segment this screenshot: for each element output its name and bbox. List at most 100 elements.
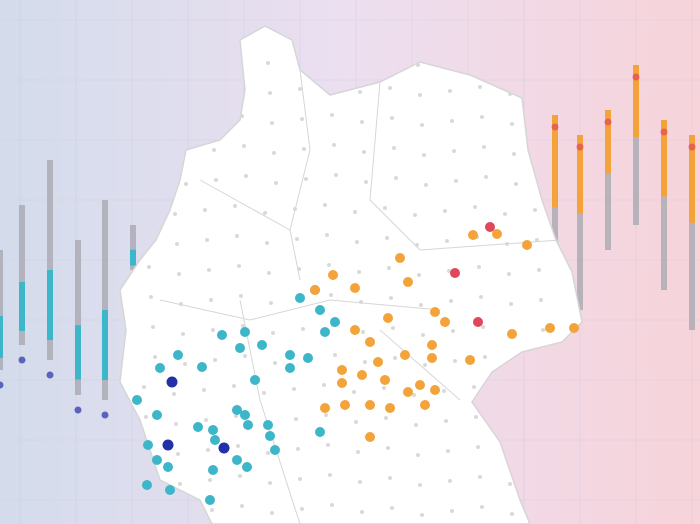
bar-point bbox=[74, 406, 82, 414]
neutral-point bbox=[418, 93, 422, 97]
teal-point bbox=[285, 350, 295, 360]
state-border bbox=[159, 299, 441, 321]
teal-point bbox=[257, 340, 267, 350]
neutral-point bbox=[296, 447, 300, 451]
neutral-point bbox=[330, 113, 334, 117]
bar-accent bbox=[75, 325, 81, 380]
neutral-point bbox=[514, 182, 518, 186]
neutral-point bbox=[272, 151, 276, 155]
neutral-point bbox=[393, 356, 397, 360]
neutral-point bbox=[417, 273, 421, 277]
neutral-point bbox=[394, 176, 398, 180]
bar-accent bbox=[689, 135, 695, 223]
teal-point bbox=[303, 353, 313, 363]
teal-point bbox=[217, 330, 227, 340]
bar-accent bbox=[552, 115, 558, 208]
neutral-point bbox=[183, 362, 187, 366]
neutral-point bbox=[474, 415, 478, 419]
teal-point bbox=[205, 495, 215, 505]
teal-point bbox=[208, 425, 218, 435]
neutral-point bbox=[238, 474, 242, 478]
bar-accent bbox=[102, 310, 108, 380]
teal-point bbox=[295, 293, 305, 303]
neutral-point bbox=[273, 361, 277, 365]
teal-point bbox=[263, 420, 273, 430]
neutral-point bbox=[413, 213, 417, 217]
bar-base bbox=[102, 200, 108, 400]
bar-base bbox=[633, 65, 639, 225]
germany-outline bbox=[119, 25, 583, 524]
orange-point bbox=[385, 403, 395, 413]
neutral-point bbox=[386, 446, 390, 450]
orange-point bbox=[440, 317, 450, 327]
orange-point bbox=[415, 380, 425, 390]
bar-point bbox=[632, 73, 640, 81]
bar-accent bbox=[661, 120, 667, 197]
neutral-point bbox=[302, 147, 306, 151]
neutral-point bbox=[392, 146, 396, 150]
neutral-point bbox=[450, 119, 454, 123]
neutral-point bbox=[328, 473, 332, 477]
neutral-point bbox=[509, 302, 513, 306]
neutral-point bbox=[541, 328, 545, 332]
neutral-point bbox=[445, 239, 449, 243]
neutral-point bbox=[482, 145, 486, 149]
neutral-point bbox=[233, 204, 237, 208]
neutral-point bbox=[414, 423, 418, 427]
neutral-point bbox=[412, 393, 416, 397]
neutral-point bbox=[213, 358, 217, 362]
neutral-point bbox=[424, 183, 428, 187]
bar-base bbox=[605, 110, 611, 250]
neutral-point bbox=[181, 332, 185, 336]
neutral-point bbox=[390, 506, 394, 510]
neutral-point bbox=[178, 482, 182, 486]
teal-point bbox=[320, 327, 330, 337]
teal-point bbox=[132, 395, 142, 405]
neutral-point bbox=[232, 384, 236, 388]
orange-point bbox=[403, 277, 413, 287]
neutral-point bbox=[473, 205, 477, 209]
neutral-point bbox=[269, 301, 273, 305]
teal-point bbox=[270, 445, 280, 455]
bar-base bbox=[552, 115, 558, 320]
neutral-point bbox=[447, 269, 451, 273]
neutral-point bbox=[539, 298, 543, 302]
neutral-point bbox=[390, 116, 394, 120]
teal-point bbox=[315, 427, 325, 437]
orange-point bbox=[545, 323, 555, 333]
neutral-point bbox=[535, 238, 539, 242]
neutral-point bbox=[419, 303, 423, 307]
neutral-point bbox=[478, 475, 482, 479]
neutral-point bbox=[175, 242, 179, 246]
teal-point bbox=[142, 480, 152, 490]
neutral-point bbox=[235, 234, 239, 238]
neutral-point bbox=[387, 266, 391, 270]
teal-point bbox=[155, 363, 165, 373]
neutral-point bbox=[421, 333, 425, 337]
neutral-point bbox=[420, 513, 424, 517]
neutral-point bbox=[244, 174, 248, 178]
neutral-point bbox=[241, 324, 245, 328]
neutral-point bbox=[391, 326, 395, 330]
neutral-point bbox=[353, 210, 357, 214]
teal-point bbox=[243, 420, 253, 430]
neutral-point bbox=[481, 325, 485, 329]
neutral-point bbox=[236, 444, 240, 448]
teal-point bbox=[143, 440, 153, 450]
neutral-point bbox=[332, 143, 336, 147]
dark-blue-point bbox=[166, 376, 178, 388]
neutral-point bbox=[202, 388, 206, 392]
orange-point bbox=[430, 385, 440, 395]
orange-point bbox=[380, 375, 390, 385]
bar-base bbox=[689, 135, 695, 330]
neutral-point bbox=[298, 87, 302, 91]
side-bars bbox=[0, 65, 696, 419]
neutral-point bbox=[301, 327, 305, 331]
neutral-point bbox=[357, 270, 361, 274]
neutral-point bbox=[476, 445, 480, 449]
neutral-point bbox=[356, 450, 360, 454]
neutral-point bbox=[243, 354, 247, 358]
neutral-point bbox=[452, 149, 456, 153]
neutral-point bbox=[300, 117, 304, 121]
teal-point bbox=[242, 462, 252, 472]
